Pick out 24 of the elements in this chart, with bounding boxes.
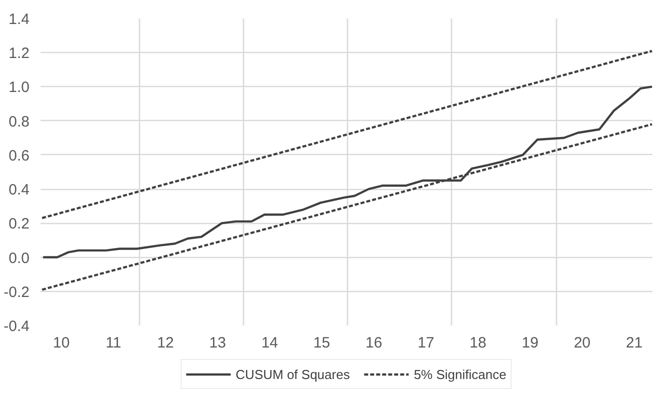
x-tick-label: 20: [574, 334, 591, 352]
x-tick-label: 11: [106, 334, 122, 352]
y-tick-label: -0.4: [4, 318, 30, 335]
x-tick-label: 10: [52, 334, 70, 352]
y-tick-label: 1.0: [8, 79, 30, 96]
y-tick-label: -0.2: [4, 284, 30, 301]
x-tick-label: 15: [313, 334, 330, 352]
legend-label: 5% Significance: [414, 366, 506, 382]
x-tick-label: 13: [209, 334, 226, 352]
y-tick-label: 1.2: [8, 45, 30, 62]
x-tick-label: 16: [366, 334, 382, 352]
legend-label: CUSUM of Squares: [236, 366, 350, 382]
y-tick-label: 0.2: [8, 216, 30, 233]
x-tick-label: 14: [261, 334, 278, 352]
y-tick-label: 0.6: [8, 147, 30, 164]
x-tick-label: 21: [626, 334, 643, 352]
y-tick-label: 0.0: [8, 250, 30, 267]
x-tick-label: 12: [157, 334, 174, 352]
x-tick-label: 18: [470, 334, 486, 352]
y-tick-label: 0.8: [8, 113, 30, 130]
y-tick-label: 1.4: [8, 11, 30, 28]
x-tick-label: 19: [522, 334, 538, 352]
x-tick-label: 17: [418, 334, 434, 352]
y-tick-label: 0.4: [8, 182, 30, 199]
